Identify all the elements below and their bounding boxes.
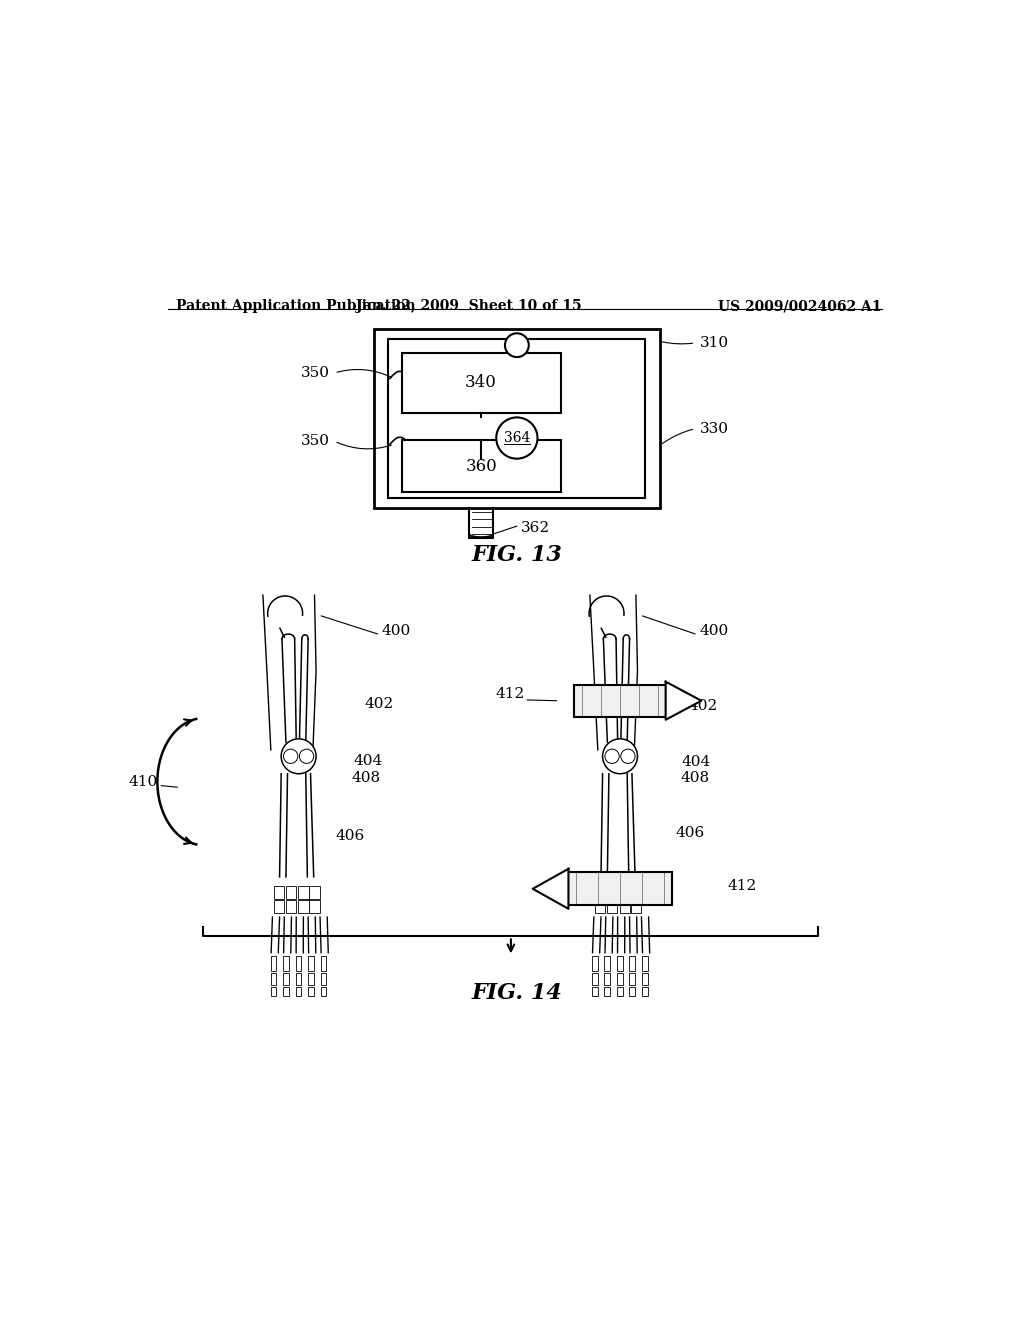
Bar <box>617 956 623 972</box>
Circle shape <box>621 750 635 763</box>
Bar <box>283 987 289 995</box>
Text: 404: 404 <box>353 754 383 768</box>
Bar <box>298 887 308 899</box>
Text: 410: 410 <box>129 775 158 788</box>
Bar <box>617 973 623 985</box>
Bar <box>296 987 301 995</box>
Bar <box>308 956 313 972</box>
Bar <box>642 987 647 995</box>
Polygon shape <box>532 869 568 908</box>
Text: 350: 350 <box>301 434 331 449</box>
Bar <box>270 956 276 972</box>
Text: 340: 340 <box>465 375 497 392</box>
Bar <box>388 339 645 499</box>
Bar <box>595 887 605 899</box>
Text: Patent Application Publication: Patent Application Publication <box>176 300 416 313</box>
Bar <box>631 887 641 899</box>
Bar <box>270 973 276 985</box>
Bar <box>607 900 617 913</box>
Bar <box>298 900 308 913</box>
Bar <box>286 887 296 899</box>
Bar <box>321 987 326 995</box>
Bar <box>568 873 672 906</box>
Text: 408: 408 <box>680 771 710 784</box>
Text: 406: 406 <box>336 829 366 842</box>
Bar <box>630 956 635 972</box>
Bar <box>286 900 296 913</box>
Text: 412: 412 <box>496 688 524 701</box>
Text: 406: 406 <box>676 826 705 841</box>
Bar <box>308 987 313 995</box>
Bar <box>630 973 635 985</box>
Circle shape <box>605 750 620 763</box>
Text: 400: 400 <box>382 624 412 638</box>
Circle shape <box>602 739 638 774</box>
Bar <box>574 685 666 717</box>
Bar <box>308 973 313 985</box>
Text: FIG. 14: FIG. 14 <box>471 982 562 1005</box>
Bar <box>592 987 598 995</box>
Bar <box>595 900 605 913</box>
Text: 330: 330 <box>699 421 728 436</box>
Text: 364: 364 <box>504 432 530 445</box>
Text: 408: 408 <box>352 771 381 784</box>
Bar <box>270 987 276 995</box>
Circle shape <box>299 750 313 763</box>
Bar <box>620 887 630 899</box>
Circle shape <box>505 333 528 358</box>
Bar <box>592 956 598 972</box>
Text: Jan. 22, 2009  Sheet 10 of 15: Jan. 22, 2009 Sheet 10 of 15 <box>356 300 582 313</box>
Bar <box>374 329 659 508</box>
Text: FIG. 13: FIG. 13 <box>471 544 562 565</box>
Text: 402: 402 <box>688 700 718 713</box>
Bar <box>401 441 560 492</box>
Bar <box>273 900 284 913</box>
Bar <box>604 973 610 985</box>
Bar <box>604 987 610 995</box>
Bar <box>283 956 289 972</box>
Text: 360: 360 <box>465 458 497 475</box>
Bar <box>283 973 289 985</box>
Bar <box>401 354 560 413</box>
Polygon shape <box>666 681 701 719</box>
Text: 404: 404 <box>682 755 712 768</box>
Bar <box>309 900 319 913</box>
Bar <box>296 973 301 985</box>
Bar <box>607 887 617 899</box>
Text: 400: 400 <box>699 624 729 638</box>
Circle shape <box>497 417 538 458</box>
Bar <box>273 887 284 899</box>
Bar <box>642 956 647 972</box>
Text: 350: 350 <box>301 366 331 380</box>
Bar <box>620 900 630 913</box>
Bar <box>321 956 326 972</box>
Bar <box>321 973 326 985</box>
Bar <box>631 900 641 913</box>
Bar <box>592 973 598 985</box>
Text: US 2009/0024062 A1: US 2009/0024062 A1 <box>719 300 882 313</box>
Bar <box>642 973 647 985</box>
Circle shape <box>282 739 316 774</box>
Text: 402: 402 <box>365 697 394 711</box>
Text: 310: 310 <box>699 335 728 350</box>
Bar <box>604 956 610 972</box>
Text: 412: 412 <box>728 879 757 894</box>
Bar <box>617 987 623 995</box>
Bar <box>309 887 319 899</box>
Circle shape <box>284 750 298 763</box>
Bar <box>630 987 635 995</box>
Bar <box>296 956 301 972</box>
Text: 362: 362 <box>521 520 550 535</box>
